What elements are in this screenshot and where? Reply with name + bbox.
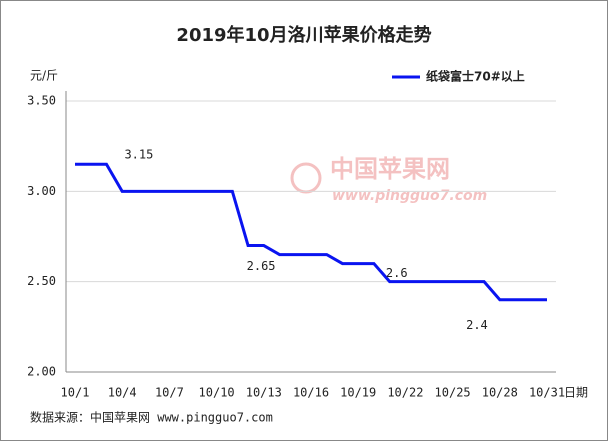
x-tick-label: 10/4 bbox=[108, 386, 137, 400]
data-label: 3.15 bbox=[124, 148, 153, 162]
source: 数据来源：中国苹果网 www.pingguo7.com bbox=[30, 410, 273, 425]
watermark-url: www.pingguo7.com bbox=[332, 188, 487, 204]
y-axis-label: 元/斤 bbox=[30, 69, 58, 83]
x-tick-label: 10/13 bbox=[246, 386, 282, 400]
x-tick-label: 10/7 bbox=[155, 386, 184, 400]
y-tick-label: 2.50 bbox=[27, 274, 56, 288]
watermark: 中国苹果网 www.pingguo7.com bbox=[290, 155, 487, 204]
data-label: 2.6 bbox=[386, 266, 408, 280]
y-tick-label: 3.00 bbox=[27, 184, 56, 198]
x-tick-label: 10/16 bbox=[293, 386, 329, 400]
watermark-name: 中国苹果网 bbox=[330, 155, 450, 183]
series-line bbox=[75, 162, 547, 302]
x-tick-label: 10/31 bbox=[529, 386, 565, 400]
chart-title: 2019年10月洛川苹果价格走势 bbox=[176, 24, 431, 46]
watermark-logo bbox=[290, 162, 322, 194]
x-axis-label: 日期 bbox=[564, 386, 588, 400]
x-tick-label: 10/25 bbox=[435, 386, 471, 400]
x-tick-label: 10/1 bbox=[61, 386, 90, 400]
x-tick-label: 10/28 bbox=[482, 386, 518, 400]
legend-label: 纸袋富士70#以上 bbox=[426, 69, 525, 84]
x-tick-label: 10/22 bbox=[387, 386, 423, 400]
x-tick-label: 10/10 bbox=[199, 386, 235, 400]
data-label: 2.4 bbox=[466, 318, 488, 332]
data-label: 2.65 bbox=[247, 259, 276, 273]
x-tick-label: 10/19 bbox=[340, 386, 376, 400]
y-tick-label: 3.50 bbox=[27, 94, 56, 108]
y-tick-label: 2.00 bbox=[27, 365, 56, 379]
